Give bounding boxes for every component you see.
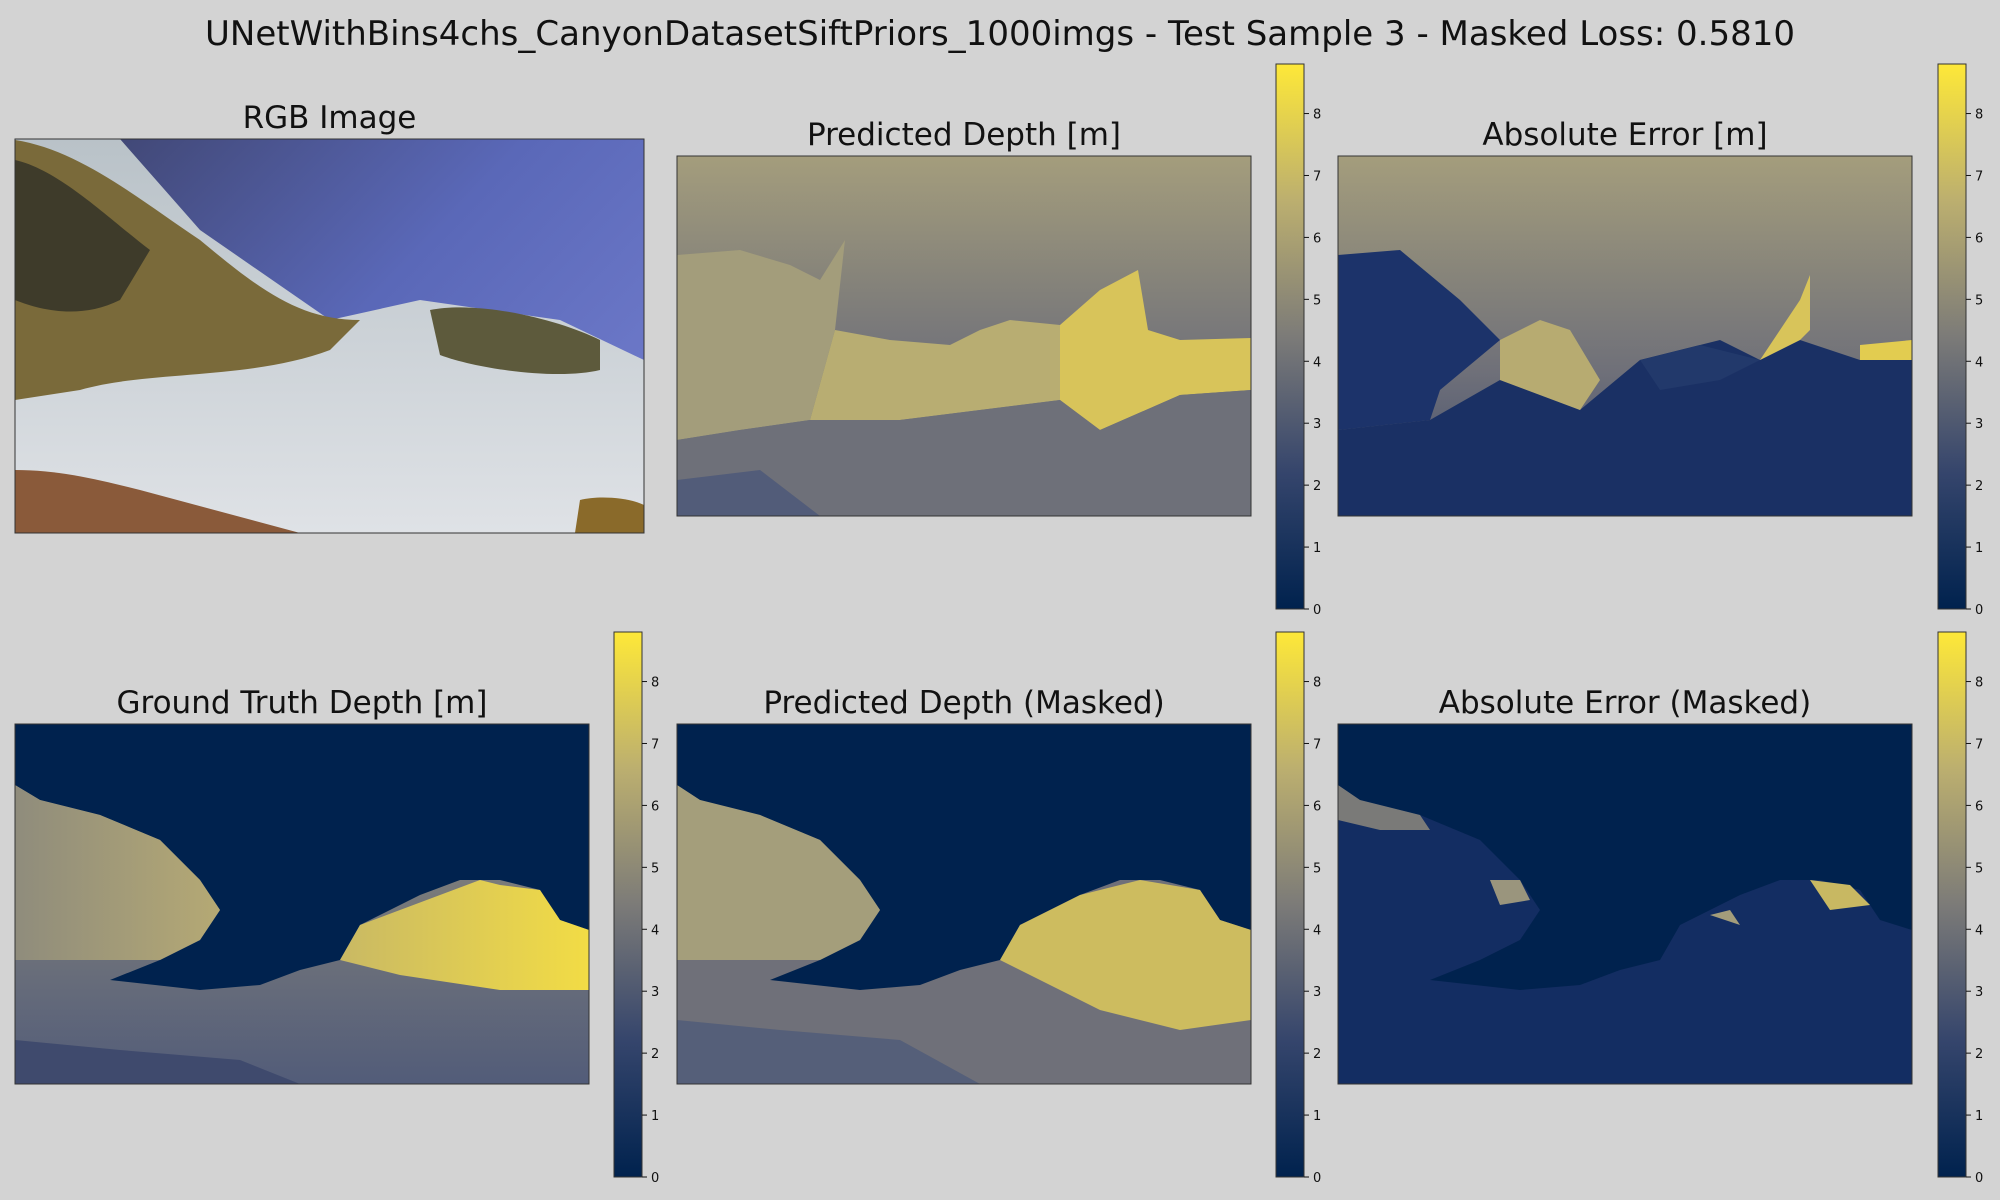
colorbar-gt-depth: 0 1 2 3 4 5 6 7 8	[613, 631, 659, 1186]
abs-error-map	[1338, 156, 1912, 516]
colorbar-tick-label: 0	[1975, 1171, 1983, 1186]
colorbar-tick-label: 3	[1975, 985, 1983, 1000]
figure-title: UNetWithBins4chs_CanyonDatasetSiftPriors…	[205, 14, 1795, 54]
panel-title-pred-masked: Predicted Depth (Masked)	[763, 685, 1165, 721]
colorbar-tick-label: 7	[1975, 169, 1983, 184]
colorbar-tick-label: 8	[1975, 108, 1983, 123]
colorbar-tick-label: 5	[1313, 861, 1321, 876]
colorbar-tick-label: 0	[651, 1171, 659, 1186]
pred-masked-map	[677, 724, 1251, 1084]
panel-title-gt-depth: Ground Truth Depth [m]	[116, 685, 488, 721]
colorbar-tick-label: 6	[1975, 231, 1983, 246]
colorbar-tick-label: 3	[1313, 417, 1321, 432]
pred-depth-map	[677, 156, 1251, 516]
colorbar-tick-label: 8	[1313, 676, 1321, 691]
colorbar-tick-label: 7	[1313, 737, 1321, 752]
panel-title-pred-depth: Predicted Depth [m]	[806, 117, 1122, 153]
colorbar-tick-label: 1	[651, 1109, 659, 1124]
colorbar-tick-label: 5	[1313, 293, 1321, 308]
panel-title-abs-error: Absolute Error [m]	[1482, 117, 1768, 153]
colorbar-tick-label: 6	[651, 799, 659, 814]
colorbar-tick-label: 7	[1975, 737, 1983, 752]
colorbar-tick-label: 2	[1975, 479, 1983, 494]
colorbar-tick-label: 4	[651, 923, 659, 938]
colorbar-tick-label: 1	[1313, 541, 1321, 556]
colorbar-tick-label: 0	[1313, 603, 1321, 618]
colorbar-tick-label: 4	[1313, 923, 1321, 938]
colorbar-tick-label: 7	[1313, 169, 1321, 184]
colorbar-tick-label: 0	[1313, 1171, 1321, 1186]
colorbar-tick-label: 2	[1313, 479, 1321, 494]
panel-title-rgb: RGB Image	[242, 100, 417, 136]
colorbar-pred-depth: 0 1 2 3 4 5 6 7 8	[1275, 63, 1321, 618]
colorbar-err-masked: 0 1 2 3 4 5 6 7 8	[1937, 631, 1983, 1186]
colorbar-tick-label: 8	[1975, 676, 1983, 691]
colorbar-abs-error: 0 1 2 3 4 5 6 7 8	[1937, 63, 1983, 618]
colorbar-tick-label: 3	[1975, 417, 1983, 432]
colorbar-tick-label: 5	[1975, 293, 1983, 308]
colorbar-tick-label: 2	[651, 1047, 659, 1062]
colorbar-tick-label: 3	[1313, 985, 1321, 1000]
colorbar-tick-label: 1	[1975, 541, 1983, 556]
colorbar-tick-label: 7	[651, 737, 659, 752]
err-masked-map	[1338, 724, 1912, 1084]
colorbar-tick-label: 8	[651, 676, 659, 691]
colorbar-tick-label: 8	[1313, 108, 1321, 123]
gt-depth-map	[15, 724, 589, 1084]
colorbar-tick-label: 6	[1313, 799, 1321, 814]
colorbar-pred-masked: 0 1 2 3 4 5 6 7 8	[1275, 631, 1321, 1186]
colorbar-tick-label: 6	[1313, 231, 1321, 246]
colorbar-tick-label: 5	[651, 861, 659, 876]
rgb-image	[15, 139, 644, 533]
colorbar-tick-label: 1	[1975, 1109, 1983, 1124]
panel-title-err-masked: Absolute Error (Masked)	[1438, 685, 1812, 721]
colorbar-tick-label: 4	[1975, 355, 1983, 370]
colorbar-tick-label: 0	[1975, 603, 1983, 618]
colorbar-tick-label: 4	[1975, 923, 1983, 938]
colorbar-tick-label: 3	[651, 985, 659, 1000]
colorbar-tick-label: 2	[1313, 1047, 1321, 1062]
colorbar-tick-label: 5	[1975, 861, 1983, 876]
colorbar-tick-label: 4	[1313, 355, 1321, 370]
colorbar-tick-label: 6	[1975, 799, 1983, 814]
colorbar-tick-label: 1	[1313, 1109, 1321, 1124]
colorbar-tick-label: 2	[1975, 1047, 1983, 1062]
